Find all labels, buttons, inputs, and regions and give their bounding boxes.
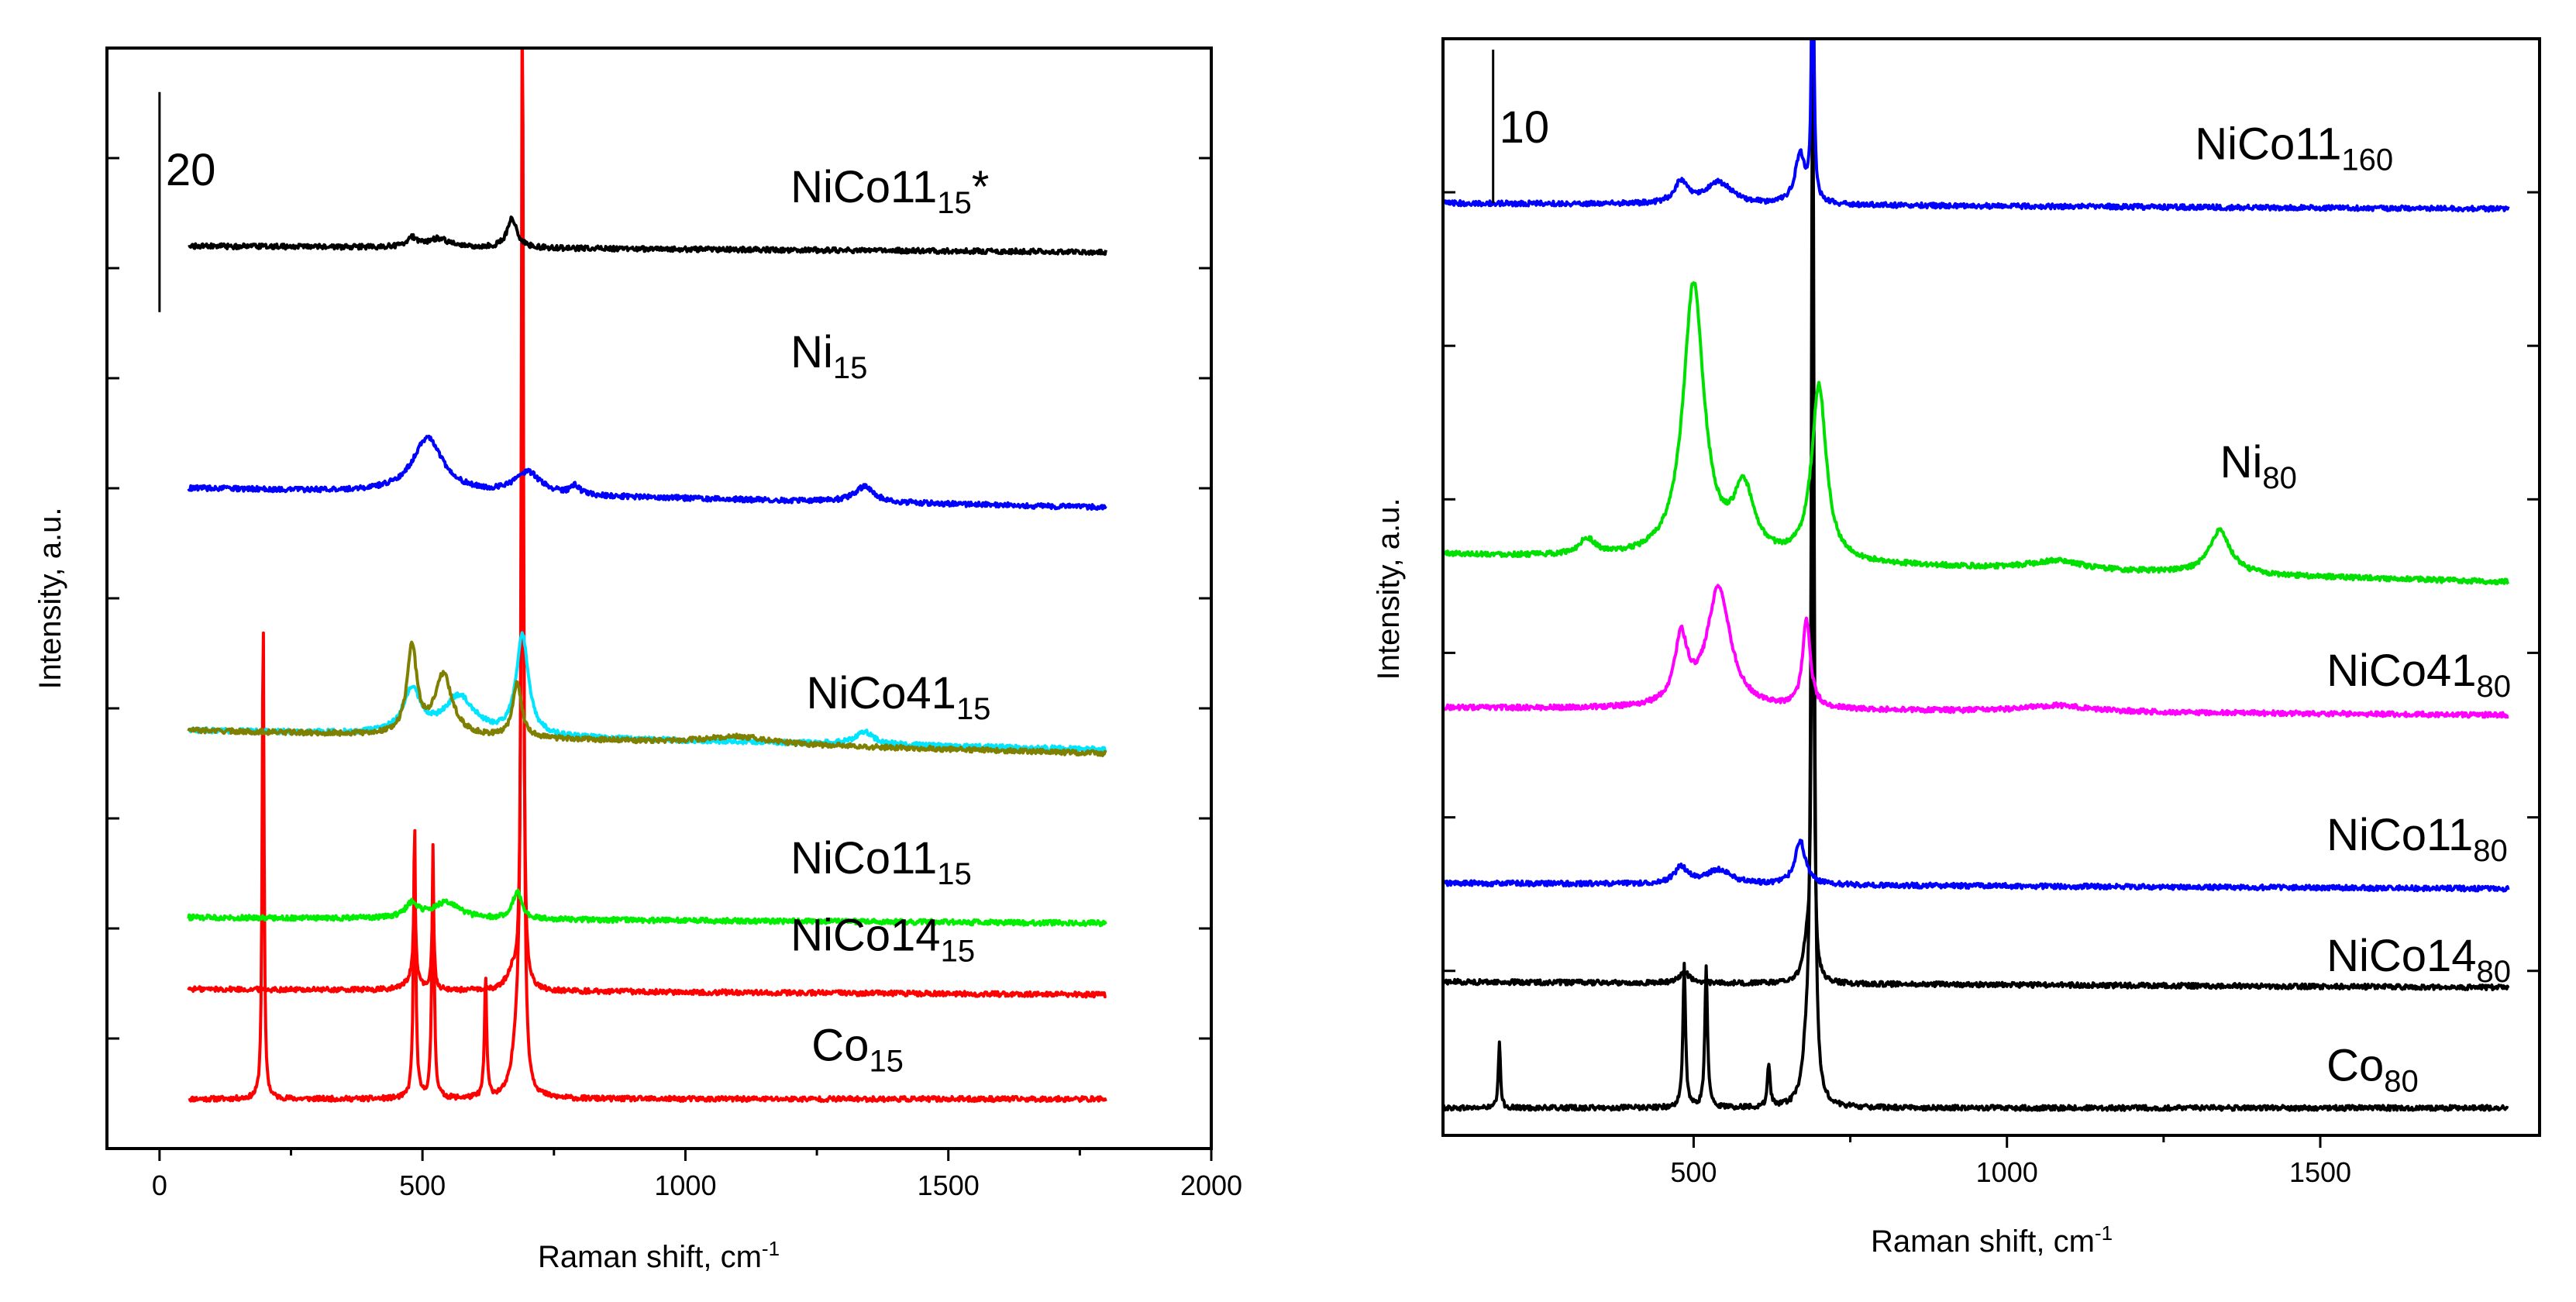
right-curves [1443, 39, 2510, 1112]
right-xlabel: Raman shift, cm-1 [1871, 1221, 2113, 1259]
curve-label: Ni15 [790, 327, 867, 385]
x-tick-label: 1500 [2289, 1156, 2351, 1188]
right-plot-frame [1441, 37, 2541, 1137]
right-panel: 500 1000 1500 Co80 NiCo1480 NiCo1180 NiCo4180… [1372, 37, 2541, 1259]
curve-label: NiCo1480 [2326, 931, 2511, 989]
left-scale-bar-label: 20 [166, 145, 216, 195]
series-line-nico1115-2 [187, 888, 1107, 928]
left-axes: 0 500 1000 1500 2000 [107, 157, 1242, 1201]
curve-label: NiCo4180 [2326, 646, 2511, 704]
right-axes: 500 1000 1500 [1443, 191, 2540, 1188]
series-line-nico1480-1 [1443, 312, 2510, 991]
left-ylabel: Intensity, a.u. [33, 508, 67, 690]
series-line-nico1115-6 [188, 215, 1107, 257]
right-ylabel: Intensity, a.u. [1372, 498, 1406, 680]
right-scale-bar-label: 10 [1500, 102, 1550, 153]
curve-label: Ni80 [2220, 437, 2297, 495]
left-panel: 0 500 1000 1500 2000 Co15 NiCo1415 NiCo1115 NiC… [33, 46, 1242, 1274]
curve-label: NiCo4115 [807, 668, 991, 726]
x-tick-label: 2000 [1180, 1169, 1242, 1201]
curve-label: NiCo1180 [2326, 810, 2508, 868]
curve-label: NiCo1415 [790, 910, 975, 968]
curve-label: NiCo1115 [790, 833, 972, 891]
curve-label: Co80 [2326, 1040, 2419, 1098]
series-line-nico1415-1 [187, 244, 1107, 999]
left-plot-frame [105, 46, 1213, 1150]
series-line-nico1180-2 [1443, 839, 2510, 893]
x-tick-label: 500 [399, 1169, 446, 1201]
left-xlabel: Raman shift, cm-1 [538, 1237, 780, 1274]
x-tick-label: 1000 [1976, 1156, 2038, 1188]
left-curves [187, 48, 1107, 1104]
series-line-co80-0 [1443, 39, 2509, 1112]
x-tick-label: 1500 [918, 1169, 980, 1201]
left-curve-labels: Co15 NiCo1415 NiCo1115 NiCo4115 Ni15 NiCo1115… [790, 162, 990, 1079]
series-line-co15-0 [188, 48, 1107, 1104]
curve-label: Co15 [811, 1020, 904, 1078]
curve-label: NiCo11160 [2195, 119, 2393, 177]
right-curve-labels: Co80 NiCo1480 NiCo1180 NiCo4180 Ni80 NiCo1116… [2195, 119, 2511, 1099]
series-line-nico11160-5 [1443, 39, 2510, 213]
series-line-nico4180-3 [1443, 584, 2509, 719]
x-tick-label: 0 [152, 1169, 167, 1201]
x-tick-label: 500 [1670, 1156, 1717, 1188]
x-tick-label: 1000 [654, 1169, 716, 1201]
series-line-ni15-5 [187, 434, 1107, 511]
curve-label: NiCo1115* [790, 162, 989, 220]
series-line-nico41b-4 [187, 640, 1107, 757]
series-line-ni80-4 [1443, 281, 2510, 586]
